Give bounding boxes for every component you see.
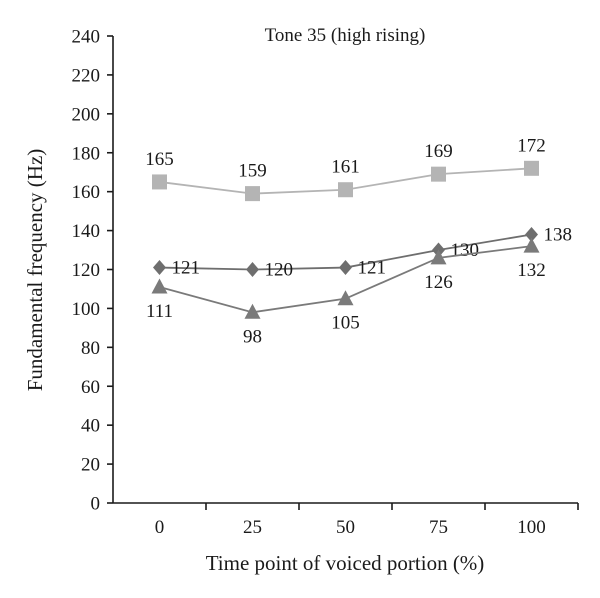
data-point-diamond	[339, 260, 352, 276]
data-label: 126	[424, 272, 453, 293]
x-tick-label: 25	[243, 517, 262, 538]
data-label: 172	[517, 135, 546, 156]
data-point-triangle	[244, 303, 261, 319]
y-tick-label: 20	[81, 455, 100, 476]
series-square: 165 159 161 169 172	[145, 135, 546, 202]
y-tick-label: 80	[81, 338, 100, 359]
y-tick-label: 100	[72, 299, 101, 320]
data-label: 159	[238, 161, 267, 182]
data-label: 165	[145, 149, 174, 170]
x-axis-title: Time point of voiced portion (%)	[206, 551, 485, 575]
x-tick-label: 50	[336, 517, 355, 538]
y-axis-title: Fundamental frequency (Hz)	[23, 149, 47, 392]
data-point-square	[152, 174, 167, 190]
data-label: 161	[331, 157, 360, 178]
data-label: 169	[424, 141, 453, 162]
data-point-diamond	[153, 260, 166, 276]
y-tick-label: 40	[81, 416, 100, 437]
data-label: 130	[451, 240, 480, 261]
data-label: 111	[146, 301, 173, 322]
data-point-triangle	[151, 278, 168, 294]
data-label: 121	[358, 258, 387, 279]
data-point-square	[431, 166, 446, 182]
data-label: 132	[517, 260, 546, 281]
series-layer: 165 159 161 169 172 121 120 121 130 138 111 98 105 12…	[145, 135, 572, 347]
y-tick-label: 0	[91, 494, 101, 515]
x-axis-ticks: 0 25 50 75 100	[155, 503, 579, 538]
data-label: 121	[172, 258, 201, 279]
y-tick-label: 200	[72, 104, 101, 125]
data-label: 105	[331, 313, 360, 334]
y-tick-label: 60	[81, 377, 100, 398]
y-tick-label: 240	[72, 27, 101, 48]
data-point-triangle	[523, 237, 540, 253]
y-tick-label: 120	[72, 260, 101, 281]
data-label: 138	[544, 224, 573, 245]
x-tick-label: 75	[429, 517, 448, 538]
data-point-diamond	[525, 226, 538, 242]
series-triangle: 111 98 105 126 132	[146, 237, 546, 347]
data-point-diamond	[246, 262, 259, 277]
y-tick-label: 160	[72, 182, 101, 203]
data-point-square	[524, 160, 539, 176]
data-label: 98	[243, 326, 262, 347]
x-tick-label: 0	[155, 517, 165, 538]
data-label: 120	[265, 260, 294, 281]
y-tick-label: 140	[72, 221, 101, 242]
chart-title: Tone 35 (high rising)	[265, 25, 426, 46]
data-point-triangle	[430, 249, 447, 265]
data-point-square	[338, 182, 353, 198]
x-tick-label: 100	[517, 517, 546, 538]
y-tick-label: 220	[72, 65, 101, 86]
data-point-square	[245, 186, 260, 202]
y-axis-ticks: 0 20 40 60 80 100 120 140 160 180 200 220 240	[72, 27, 113, 515]
series-diamond: 121 120 121 130 138	[153, 224, 573, 281]
y-tick-label: 180	[72, 143, 101, 164]
data-point-triangle	[337, 290, 354, 306]
